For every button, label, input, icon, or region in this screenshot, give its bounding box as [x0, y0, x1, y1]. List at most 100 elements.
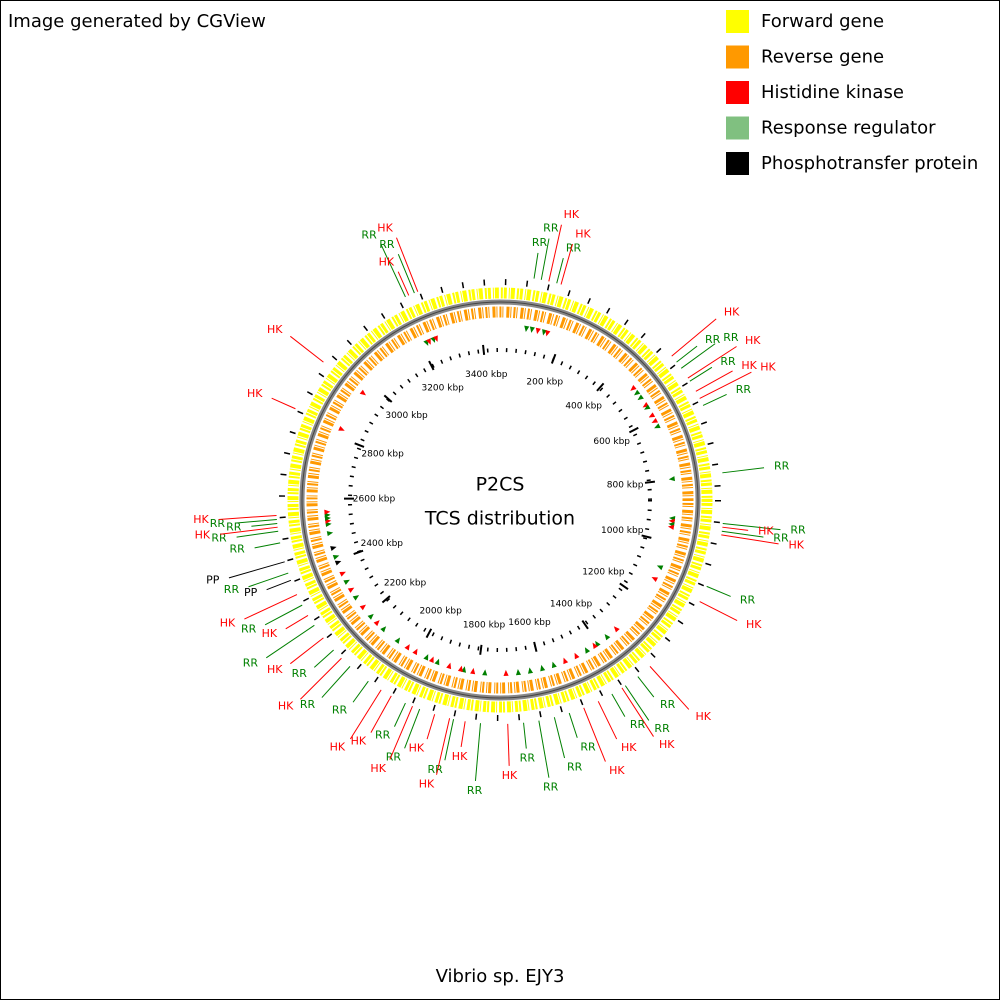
backbone-line [301, 301, 699, 699]
feature-marker [434, 658, 440, 666]
feature-marker [634, 389, 641, 396]
feature-marker [604, 634, 611, 641]
feature-label: HK [278, 699, 294, 712]
feature-marker [470, 667, 476, 675]
callout-line [560, 243, 573, 285]
feature-label: RR [224, 583, 240, 596]
callout-line [397, 271, 410, 296]
tick-label: 1400 kbp [550, 600, 593, 610]
feature-label: RR [375, 729, 391, 742]
callout-line [507, 723, 510, 766]
forward-genes [287, 287, 713, 713]
feature-label: RR [736, 383, 752, 396]
feature-marker [412, 648, 418, 656]
legend-label: Reverse gene [761, 47, 884, 68]
feature-marker [535, 327, 541, 335]
callout-line [248, 572, 289, 588]
feature-label: HK [609, 764, 625, 777]
callout-line [266, 579, 292, 591]
feature-label: HK [247, 387, 263, 400]
tick-label: 2400 kbp [361, 539, 404, 549]
callout-line [394, 702, 406, 727]
legend-label: Phosphotransfer protein [761, 153, 978, 174]
feature-label: HK [760, 361, 776, 374]
feature-marker [667, 524, 675, 530]
feature-label: RR [427, 763, 443, 776]
feature-label: PP [244, 586, 258, 599]
callout-line [702, 394, 727, 406]
callout-line [540, 238, 550, 280]
feature-marker [359, 389, 366, 396]
feature-marker [326, 531, 334, 537]
feature-marker [545, 329, 551, 337]
feature-label: HK [419, 778, 435, 791]
callout-line [611, 693, 626, 717]
legend-label: Histidine kinase [761, 82, 904, 103]
tick-mark [425, 628, 433, 639]
tick-label: 200 kbp [526, 378, 563, 388]
tick-label: 3000 kbp [385, 411, 428, 421]
feature-label: RR [241, 623, 257, 636]
callout-line [721, 534, 779, 545]
tick-mark [641, 534, 652, 539]
tick-label: 2000 kbp [419, 607, 462, 617]
feature-marker [324, 515, 331, 522]
callout-line [649, 666, 690, 710]
feature-label: HK [370, 762, 386, 775]
feature-label: HK [193, 513, 209, 526]
callout-line [722, 526, 749, 531]
map-subtitle: TCS distribution [424, 508, 575, 530]
feature-label: HK [659, 738, 675, 751]
feature-label: RR [705, 333, 721, 346]
genome-name: Vibrio sp. EJY3 [436, 966, 565, 987]
feature-marker [394, 637, 401, 644]
legend-swatch [726, 45, 749, 69]
feature-marker [528, 667, 534, 674]
callout-line [695, 370, 733, 392]
feature-label: HK [502, 769, 518, 782]
feature-marker [515, 669, 522, 676]
callout-line [236, 530, 279, 538]
tick-mark [354, 442, 365, 448]
callout-line [671, 318, 717, 357]
feature-marker [324, 512, 331, 518]
tick-label: 400 kbp [565, 401, 602, 411]
tick-label: 3400 kbp [465, 370, 508, 380]
callout-line [722, 523, 781, 531]
legend: Forward gene Reverse gene Histidine kinase… [726, 10, 978, 175]
feature-marker [367, 613, 374, 620]
tick-mark [383, 394, 393, 403]
callout-line [380, 244, 406, 298]
callout-line [265, 624, 315, 659]
feature-marker [503, 669, 509, 676]
callout-line [396, 237, 419, 292]
feature-marker [524, 325, 530, 332]
feature-marker [428, 656, 434, 663]
feature-label: RR [790, 524, 806, 537]
callout-line [444, 719, 455, 761]
feature-label: HK [621, 741, 637, 754]
feature-marker [529, 326, 535, 333]
callout-line [687, 346, 737, 379]
feature-label: RR [467, 784, 483, 797]
feature-marker [574, 652, 580, 660]
feature-label: RR [660, 698, 676, 711]
feature-label: HK [267, 663, 283, 676]
feature-marker [324, 509, 331, 515]
legend-label: Forward gene [761, 11, 884, 32]
callout-line [349, 689, 382, 740]
tick-mark [619, 582, 629, 590]
legend-swatch [726, 10, 749, 33]
feature-label: HK [379, 256, 395, 269]
feature-marker [343, 579, 350, 585]
feature-marker [352, 595, 360, 601]
tick-mark [644, 480, 656, 484]
feature-label: RR [543, 222, 559, 235]
feature-label: HK [758, 525, 774, 538]
callout-line [436, 718, 451, 775]
callout-line [597, 701, 618, 740]
tick-label: 1200 kbp [582, 568, 625, 578]
callout-line [699, 601, 738, 621]
